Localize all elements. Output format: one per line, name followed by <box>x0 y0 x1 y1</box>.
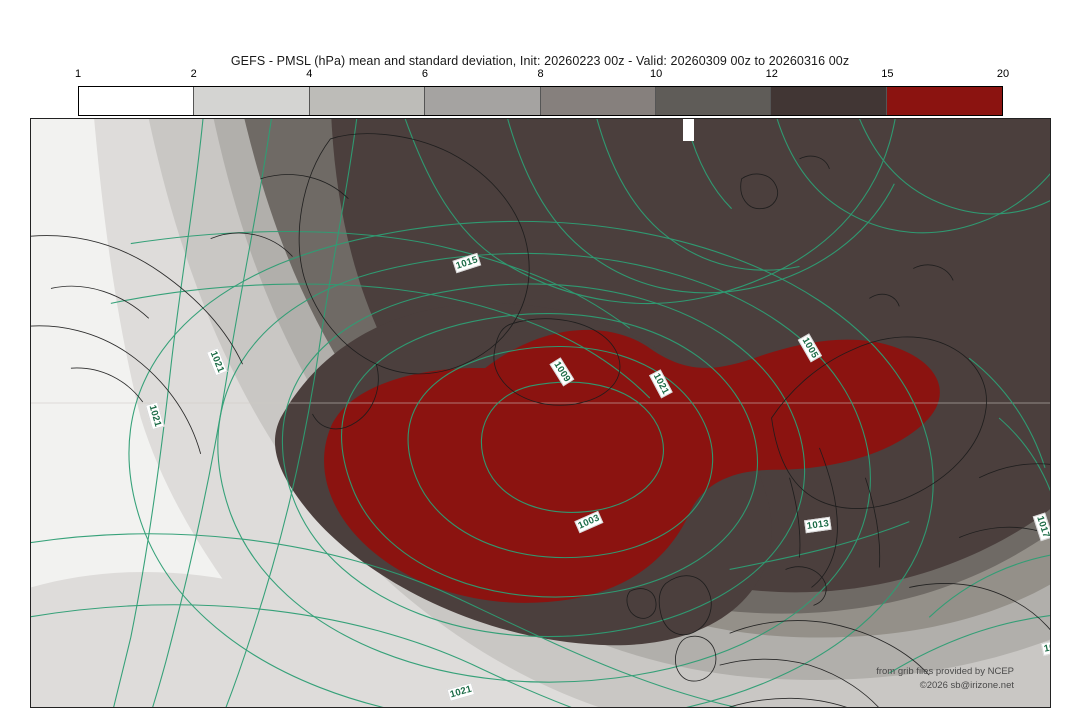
colorbar-tick: 2 <box>190 68 197 80</box>
colorbar-tick: 10 <box>650 68 663 80</box>
colorbar-segments <box>78 86 1003 116</box>
colorbar-tick: 12 <box>765 68 778 80</box>
colorbar-segment <box>309 87 426 115</box>
map-top-notch <box>683 119 694 141</box>
colorbar-segment <box>886 87 1002 115</box>
colorbar-tick: 6 <box>421 68 428 80</box>
colorbar-tick: 8 <box>537 68 544 80</box>
colorbar-segment <box>194 87 310 115</box>
colorbar-segment <box>771 87 887 115</box>
colorbar-tick-labels: 1 2 4 6 8 10 12 15 20 <box>74 68 1009 84</box>
colorbar <box>78 86 1003 116</box>
std-deviation-field <box>31 119 1050 707</box>
map-canvas <box>31 119 1050 707</box>
colorbar-tick: 4 <box>306 68 313 80</box>
colorbar-segment <box>655 87 772 115</box>
colorbar-segment <box>79 87 195 115</box>
page-title: GEFS - PMSL (hPa) mean and standard devi… <box>230 54 850 68</box>
colorbar-tick: 1 <box>74 68 82 80</box>
colorbar-tick: 15 <box>881 68 894 80</box>
map-panel[interactable]: 1015 1021 1021 1009 1021 1005 1003 1013 1017 1021… <box>30 118 1051 708</box>
colorbar-segment <box>425 87 541 115</box>
colorbar-tick: 20 <box>996 68 1010 80</box>
colorbar-segment <box>540 87 656 115</box>
